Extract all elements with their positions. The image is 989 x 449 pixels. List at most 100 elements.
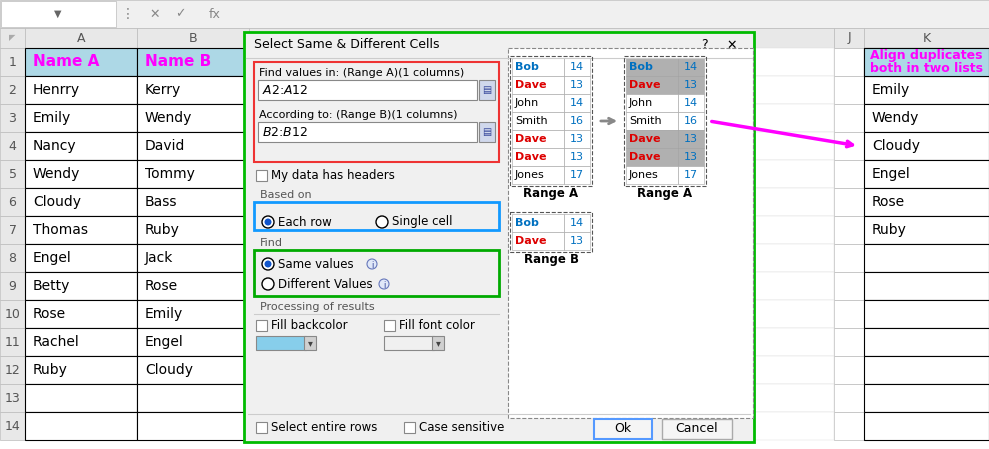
Text: Single cell: Single cell	[392, 216, 453, 229]
Bar	[510, 212, 592, 252]
Text: Tommy: Tommy	[145, 167, 195, 181]
Bar	[864, 28, 989, 48]
Bar	[594, 419, 652, 439]
Bar	[564, 58, 590, 76]
Text: 13: 13	[570, 236, 584, 246]
Text: Cancel: Cancel	[675, 423, 718, 436]
Text: ✕: ✕	[727, 39, 737, 52]
Bar	[137, 328, 249, 356]
Bar	[249, 188, 834, 216]
Text: A: A	[77, 31, 85, 44]
Bar	[834, 356, 864, 384]
Bar	[25, 28, 137, 48]
Bar	[137, 132, 249, 160]
Bar	[256, 320, 267, 331]
Bar	[626, 94, 678, 112]
Bar	[864, 244, 989, 272]
Text: Range A: Range A	[638, 188, 692, 201]
Bar	[137, 412, 249, 440]
Text: 14: 14	[684, 98, 698, 108]
Bar	[0, 328, 25, 356]
Bar	[254, 202, 499, 230]
Text: 14: 14	[684, 62, 698, 72]
Bar	[564, 148, 590, 166]
Text: Dave: Dave	[515, 152, 547, 162]
Bar	[678, 148, 704, 166]
Bar	[678, 58, 704, 76]
Text: 14: 14	[570, 98, 584, 108]
Bar	[249, 412, 834, 440]
Text: Name B: Name B	[145, 54, 212, 70]
Bar	[479, 80, 495, 100]
Bar	[864, 272, 989, 300]
Bar	[864, 132, 989, 160]
Bar	[678, 130, 704, 148]
Text: Thomas: Thomas	[33, 223, 88, 237]
Text: Name A: Name A	[33, 54, 99, 70]
Text: Dave: Dave	[629, 152, 661, 162]
Text: Rose: Rose	[872, 195, 905, 209]
Bar	[0, 76, 25, 104]
Text: Find values in: (Range A)(1 columns): Find values in: (Range A)(1 columns)	[259, 68, 464, 78]
Bar	[0, 0, 989, 28]
Bar	[864, 76, 989, 104]
Bar	[304, 336, 316, 350]
Text: Processing of results: Processing of results	[260, 302, 375, 312]
Circle shape	[367, 259, 377, 269]
Circle shape	[379, 279, 389, 289]
Bar	[864, 300, 989, 328]
Bar	[834, 188, 864, 216]
Text: 9: 9	[9, 279, 17, 292]
Bar	[249, 300, 834, 328]
Bar	[249, 328, 834, 356]
Bar	[0, 188, 25, 216]
Bar	[512, 214, 564, 232]
Bar	[510, 56, 592, 186]
Text: 13: 13	[570, 152, 584, 162]
Bar	[834, 328, 864, 356]
Text: Bass: Bass	[145, 195, 177, 209]
Text: both in two lists: both in two lists	[870, 62, 983, 75]
Text: Engel: Engel	[872, 167, 911, 181]
Bar	[864, 160, 989, 188]
Bar	[1, 1, 116, 27]
Bar	[25, 160, 137, 188]
Circle shape	[264, 219, 272, 225]
Bar	[864, 216, 989, 244]
Bar	[512, 130, 564, 148]
Bar	[249, 356, 834, 384]
Bar	[678, 112, 704, 130]
Text: K: K	[923, 31, 931, 44]
Text: 13: 13	[570, 80, 584, 90]
Text: Case sensitive: Case sensitive	[419, 421, 504, 434]
Bar	[249, 28, 834, 48]
Bar	[254, 250, 499, 296]
Text: 1: 1	[9, 56, 17, 69]
Bar	[678, 94, 704, 112]
Text: 17: 17	[684, 170, 698, 180]
Bar	[256, 170, 267, 181]
Text: 8: 8	[9, 251, 17, 264]
Text: Ruby: Ruby	[33, 363, 68, 377]
Bar	[626, 58, 678, 76]
Text: ▾: ▾	[435, 338, 440, 348]
Bar	[512, 76, 564, 94]
Text: 13: 13	[5, 392, 21, 405]
Text: Emily: Emily	[145, 307, 183, 321]
Bar	[0, 28, 25, 48]
Bar	[137, 160, 249, 188]
Bar	[864, 48, 989, 76]
Bar	[512, 94, 564, 112]
Bar	[244, 32, 754, 442]
Bar	[626, 166, 678, 184]
Bar	[258, 80, 477, 100]
Text: B: B	[189, 31, 198, 44]
Text: John: John	[629, 98, 654, 108]
Bar	[678, 76, 704, 94]
Bar	[25, 384, 137, 412]
Text: 12: 12	[5, 364, 21, 377]
Text: $A$2:$A$12: $A$2:$A$12	[262, 84, 309, 97]
Bar	[626, 130, 678, 148]
Text: Rose: Rose	[33, 307, 66, 321]
Bar	[25, 272, 137, 300]
